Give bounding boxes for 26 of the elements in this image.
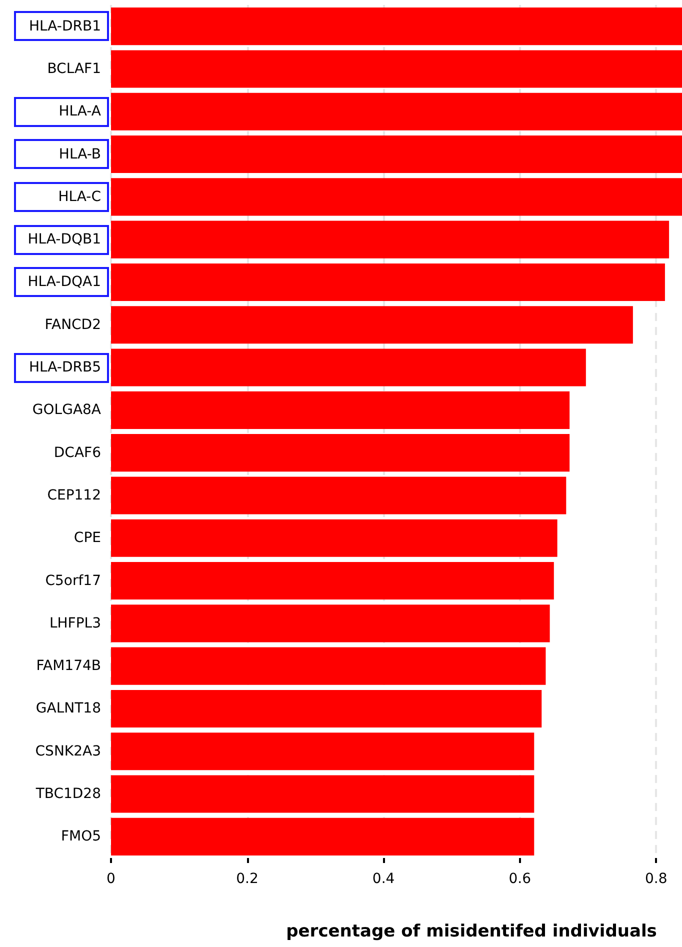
y-tick-label: GALNT18 [36, 700, 101, 717]
x-tick-label: 0.8 [644, 871, 668, 887]
y-tick-label: HLA-DRB5 [29, 360, 101, 376]
x-tick-label: 0.2 [236, 871, 258, 887]
x-tick-label: 0 [106, 871, 116, 887]
y-tick-label: CSNK2A3 [35, 743, 101, 760]
y-tick-label: FAM174B [36, 658, 101, 674]
y-tick-label: HLA-DQA1 [28, 274, 101, 290]
y-tick-label: DCAF6 [54, 444, 102, 461]
y-tick-label: HLA-C [58, 188, 102, 205]
y-tick-label: TBC1D28 [34, 786, 101, 802]
y-tick-label: HLA-DQB1 [28, 232, 101, 248]
y-tick-label: FANCD2 [44, 316, 101, 333]
x-tick-label: 0.6 [508, 871, 532, 887]
y-tick-label: C5orf17 [45, 572, 101, 589]
y-tick-label: CPE [74, 530, 101, 546]
y-tick-label: CEP112 [47, 487, 101, 504]
y-tick-label: GOLGA8A [32, 402, 102, 418]
y-tick-label: HLA-DRB1 [29, 18, 101, 34]
y-tick-label: HLA-B [58, 146, 101, 162]
x-axis-title: percentage of misidentifed individuals [286, 922, 657, 942]
y-tick-label: BCLAF1 [47, 60, 101, 77]
x-tick-label: 0.4 [372, 871, 395, 887]
y-tick-label: FMO5 [60, 828, 101, 845]
y-tick-label: HLA-A [58, 104, 102, 120]
y-tick-label: LHFPL3 [49, 615, 101, 632]
